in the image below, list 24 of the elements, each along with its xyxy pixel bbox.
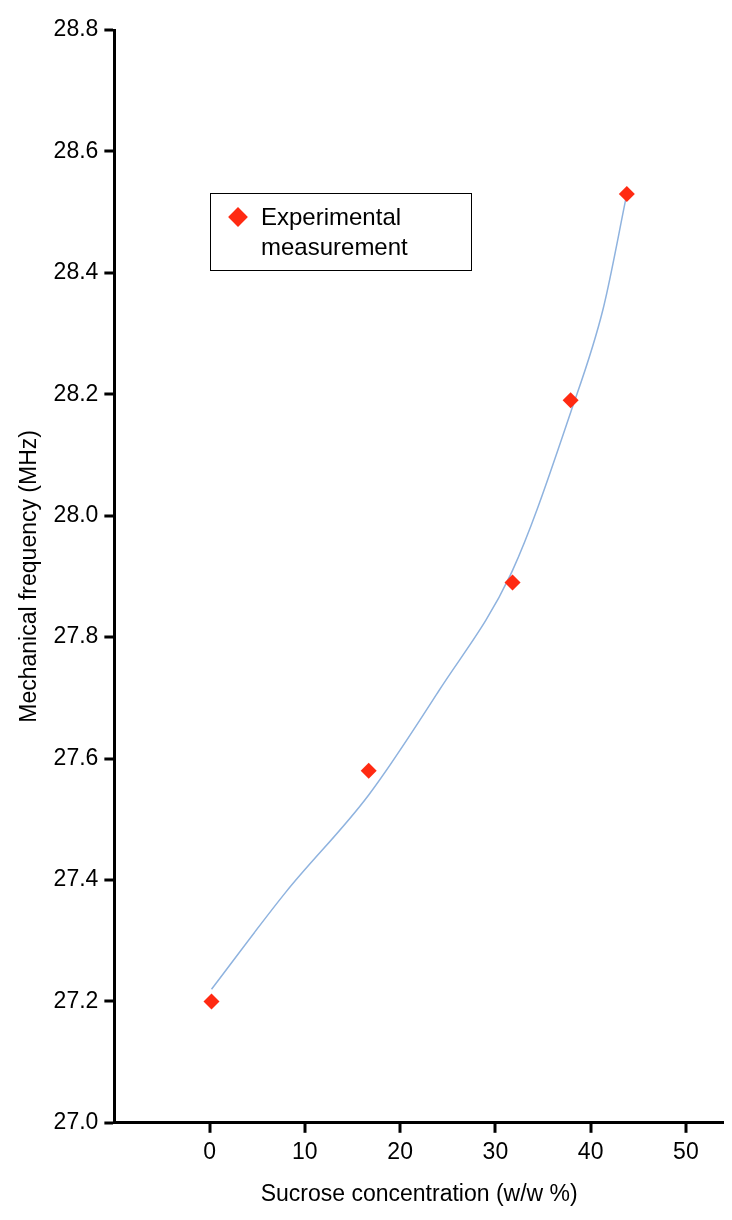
y-tick-label: 28.2 (53, 379, 99, 406)
y-tick-label: 27.0 (53, 1108, 99, 1135)
x-tick-label: 10 (292, 1137, 318, 1164)
x-tick-label: 20 (387, 1137, 413, 1164)
point (203, 993, 220, 1010)
x-tick-label: 40 (577, 1137, 604, 1164)
x-axis-title: Sucrose concentration (w/w %) (260, 1179, 578, 1206)
y-tick-label: 28.0 (53, 501, 99, 528)
y-tick-label: 27.8 (53, 622, 99, 649)
point (618, 185, 635, 202)
y-tick-label: 28.4 (53, 258, 99, 285)
legend-label: Experimental measurement (261, 202, 409, 262)
x-tick-label: 50 (673, 1137, 699, 1164)
y-axis-title: Mechanical frequency (MHz) (15, 430, 42, 723)
y-tick-label: 28.8 (53, 15, 99, 42)
x-tick-label: 30 (482, 1137, 509, 1164)
point (562, 392, 579, 409)
y-tick-label: 28.6 (53, 136, 99, 163)
x-tick-label: 0 (203, 1137, 217, 1164)
y-tick-label: 27.2 (53, 986, 99, 1013)
y-tick-label: 27.6 (53, 743, 99, 770)
point (504, 574, 521, 591)
y-tick-label: 27.4 (53, 865, 99, 892)
point (360, 762, 377, 779)
